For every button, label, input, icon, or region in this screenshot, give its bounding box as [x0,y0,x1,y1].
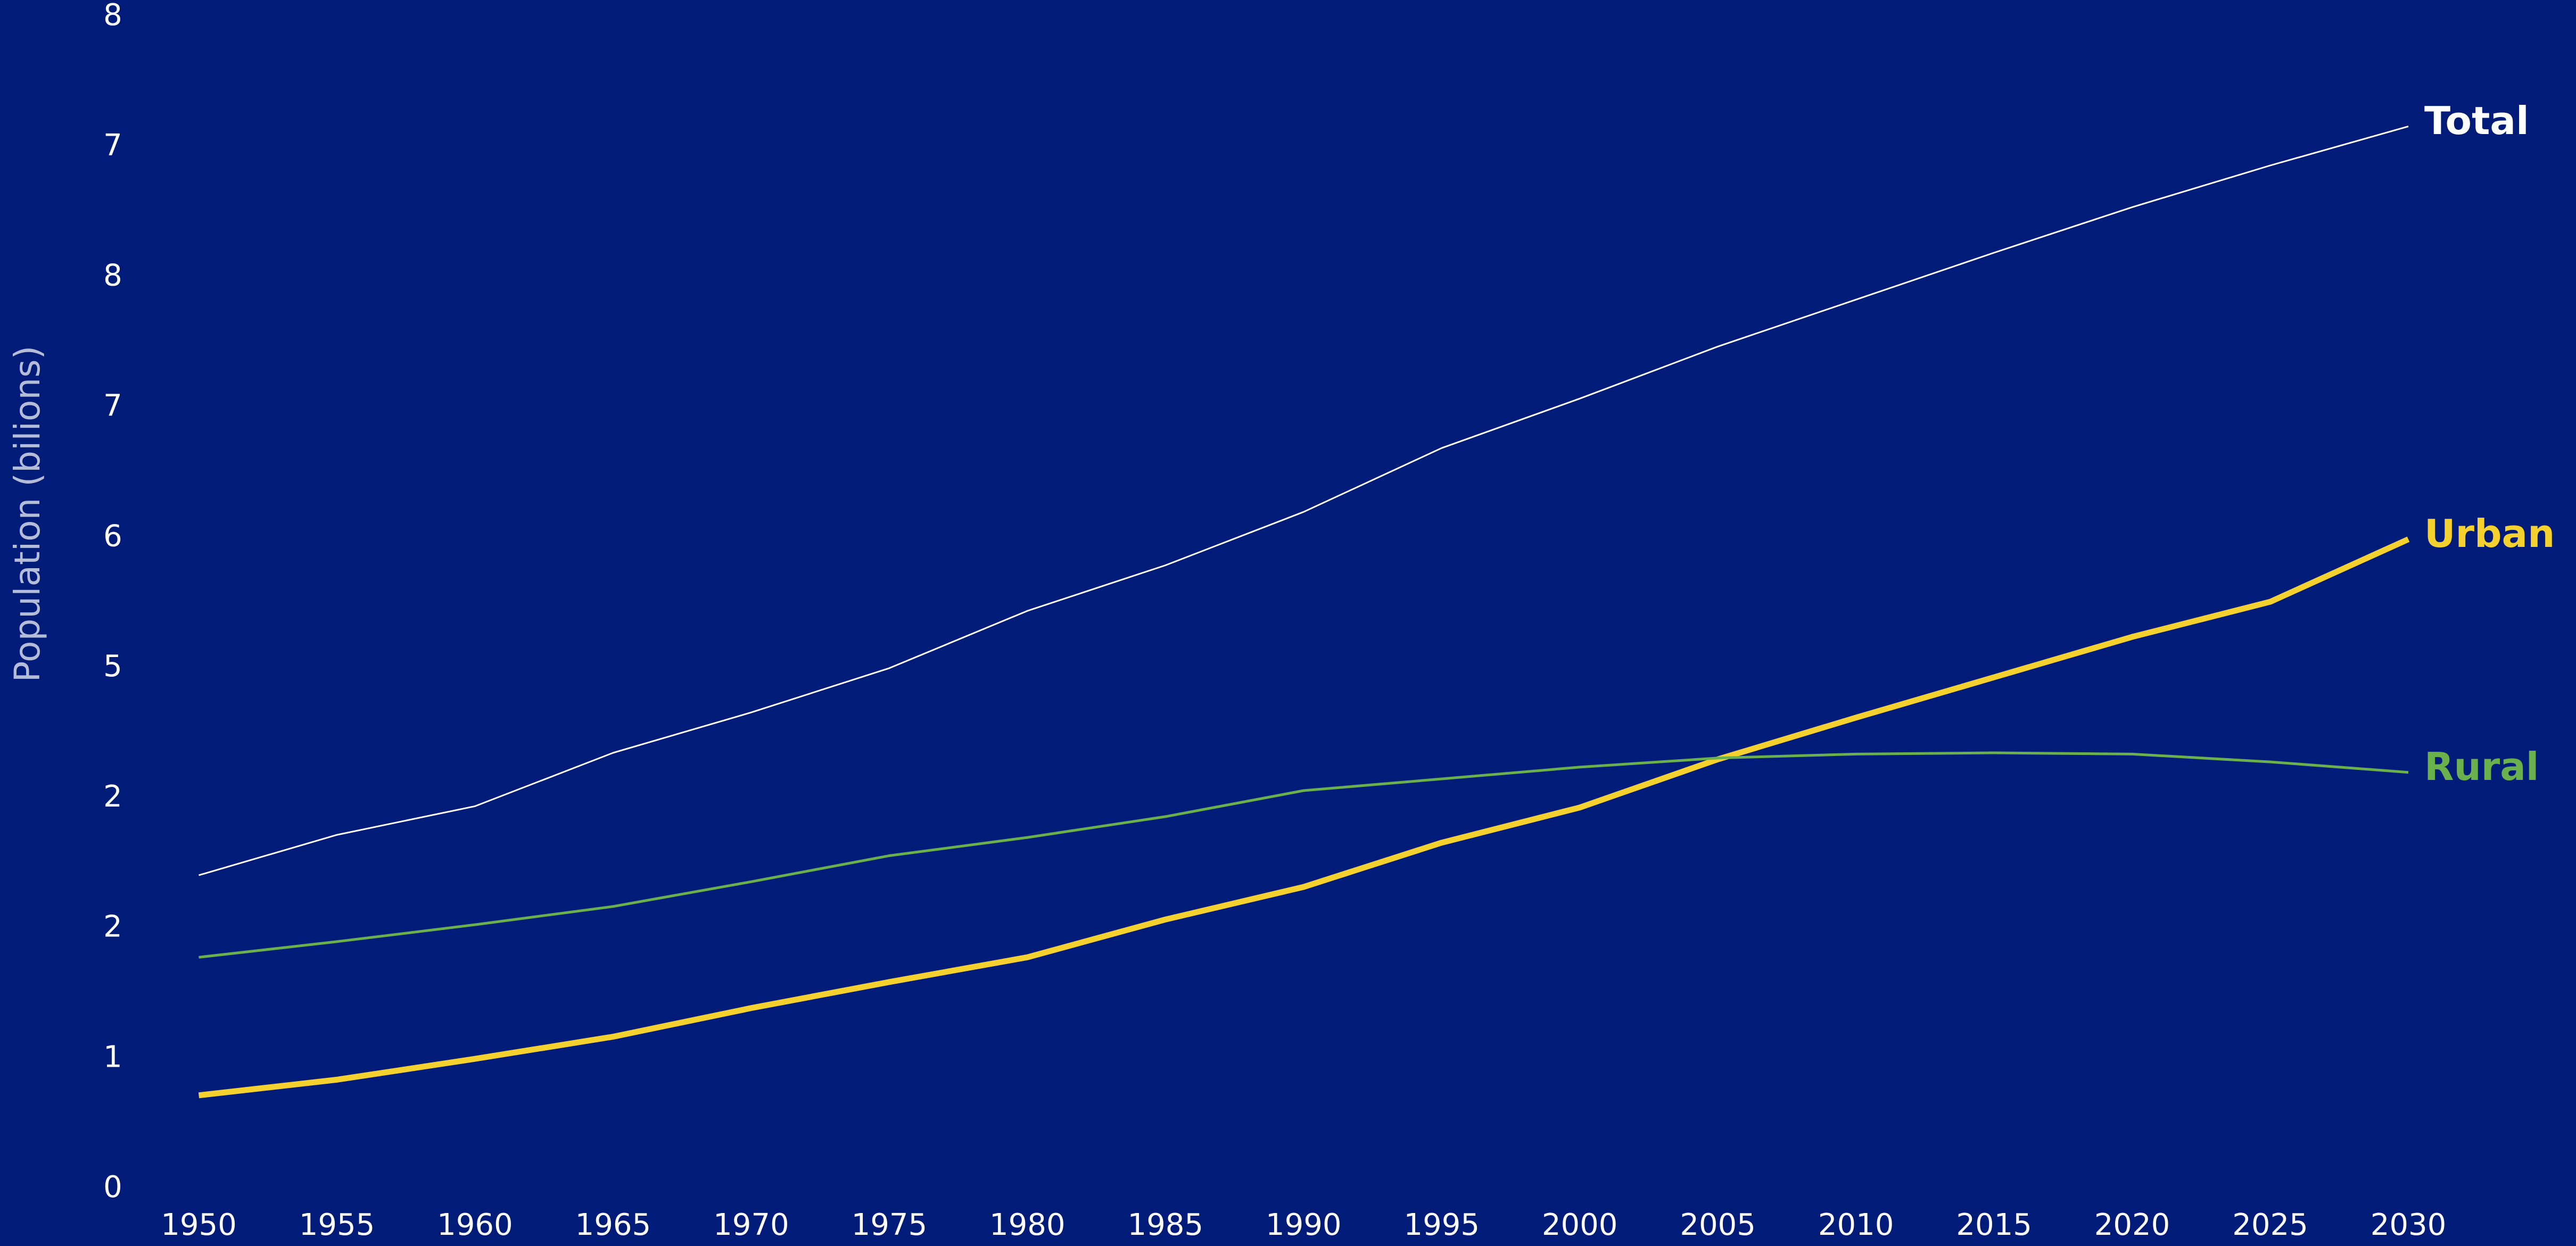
y-tick-label: 5 [103,649,122,684]
y-tick-label: 2 [103,910,122,944]
y-tick-label: 8 [103,259,122,293]
series-label: Urban [2424,511,2555,556]
x-tick-label: 1955 [299,1208,375,1242]
y-tick-label: 1 [103,1040,122,1074]
y-tick-label: 6 [103,519,122,553]
x-tick-label: 1950 [161,1208,237,1242]
x-tick-label: 1970 [713,1208,789,1242]
x-tick-label: 1980 [989,1208,1066,1242]
x-tick-label: 2025 [2232,1208,2308,1242]
series-label: Rural [2424,744,2539,789]
y-axis-title: Population (bilions) [7,346,48,683]
series-line [199,751,2409,959]
y-tick-label: 2 [103,779,122,814]
x-tick-label: 1975 [852,1208,928,1242]
y-tick-label: 0 [103,1170,122,1205]
x-tick-label: 1990 [1266,1208,1342,1242]
series-line [199,126,2409,876]
x-tick-label: 2020 [2094,1208,2170,1242]
series-label: Total [2424,98,2529,143]
x-tick-label: 1965 [575,1208,651,1242]
x-tick-label: 2005 [1680,1208,1756,1242]
x-tick-label: 1960 [437,1208,513,1242]
x-tick-label: 2015 [1956,1208,2032,1242]
y-tick-label: 7 [103,128,122,163]
x-tick-label: 2010 [1818,1208,1894,1242]
series-line [198,536,2410,1099]
y-tick-label: 8 [103,0,122,32]
x-tick-label: 2030 [2371,1208,2447,1242]
x-tick-label: 1985 [1128,1208,1204,1242]
x-tick-label: 1995 [1403,1208,1480,1242]
x-tick-label: 2000 [1542,1208,1618,1242]
y-tick-label: 7 [103,388,122,423]
